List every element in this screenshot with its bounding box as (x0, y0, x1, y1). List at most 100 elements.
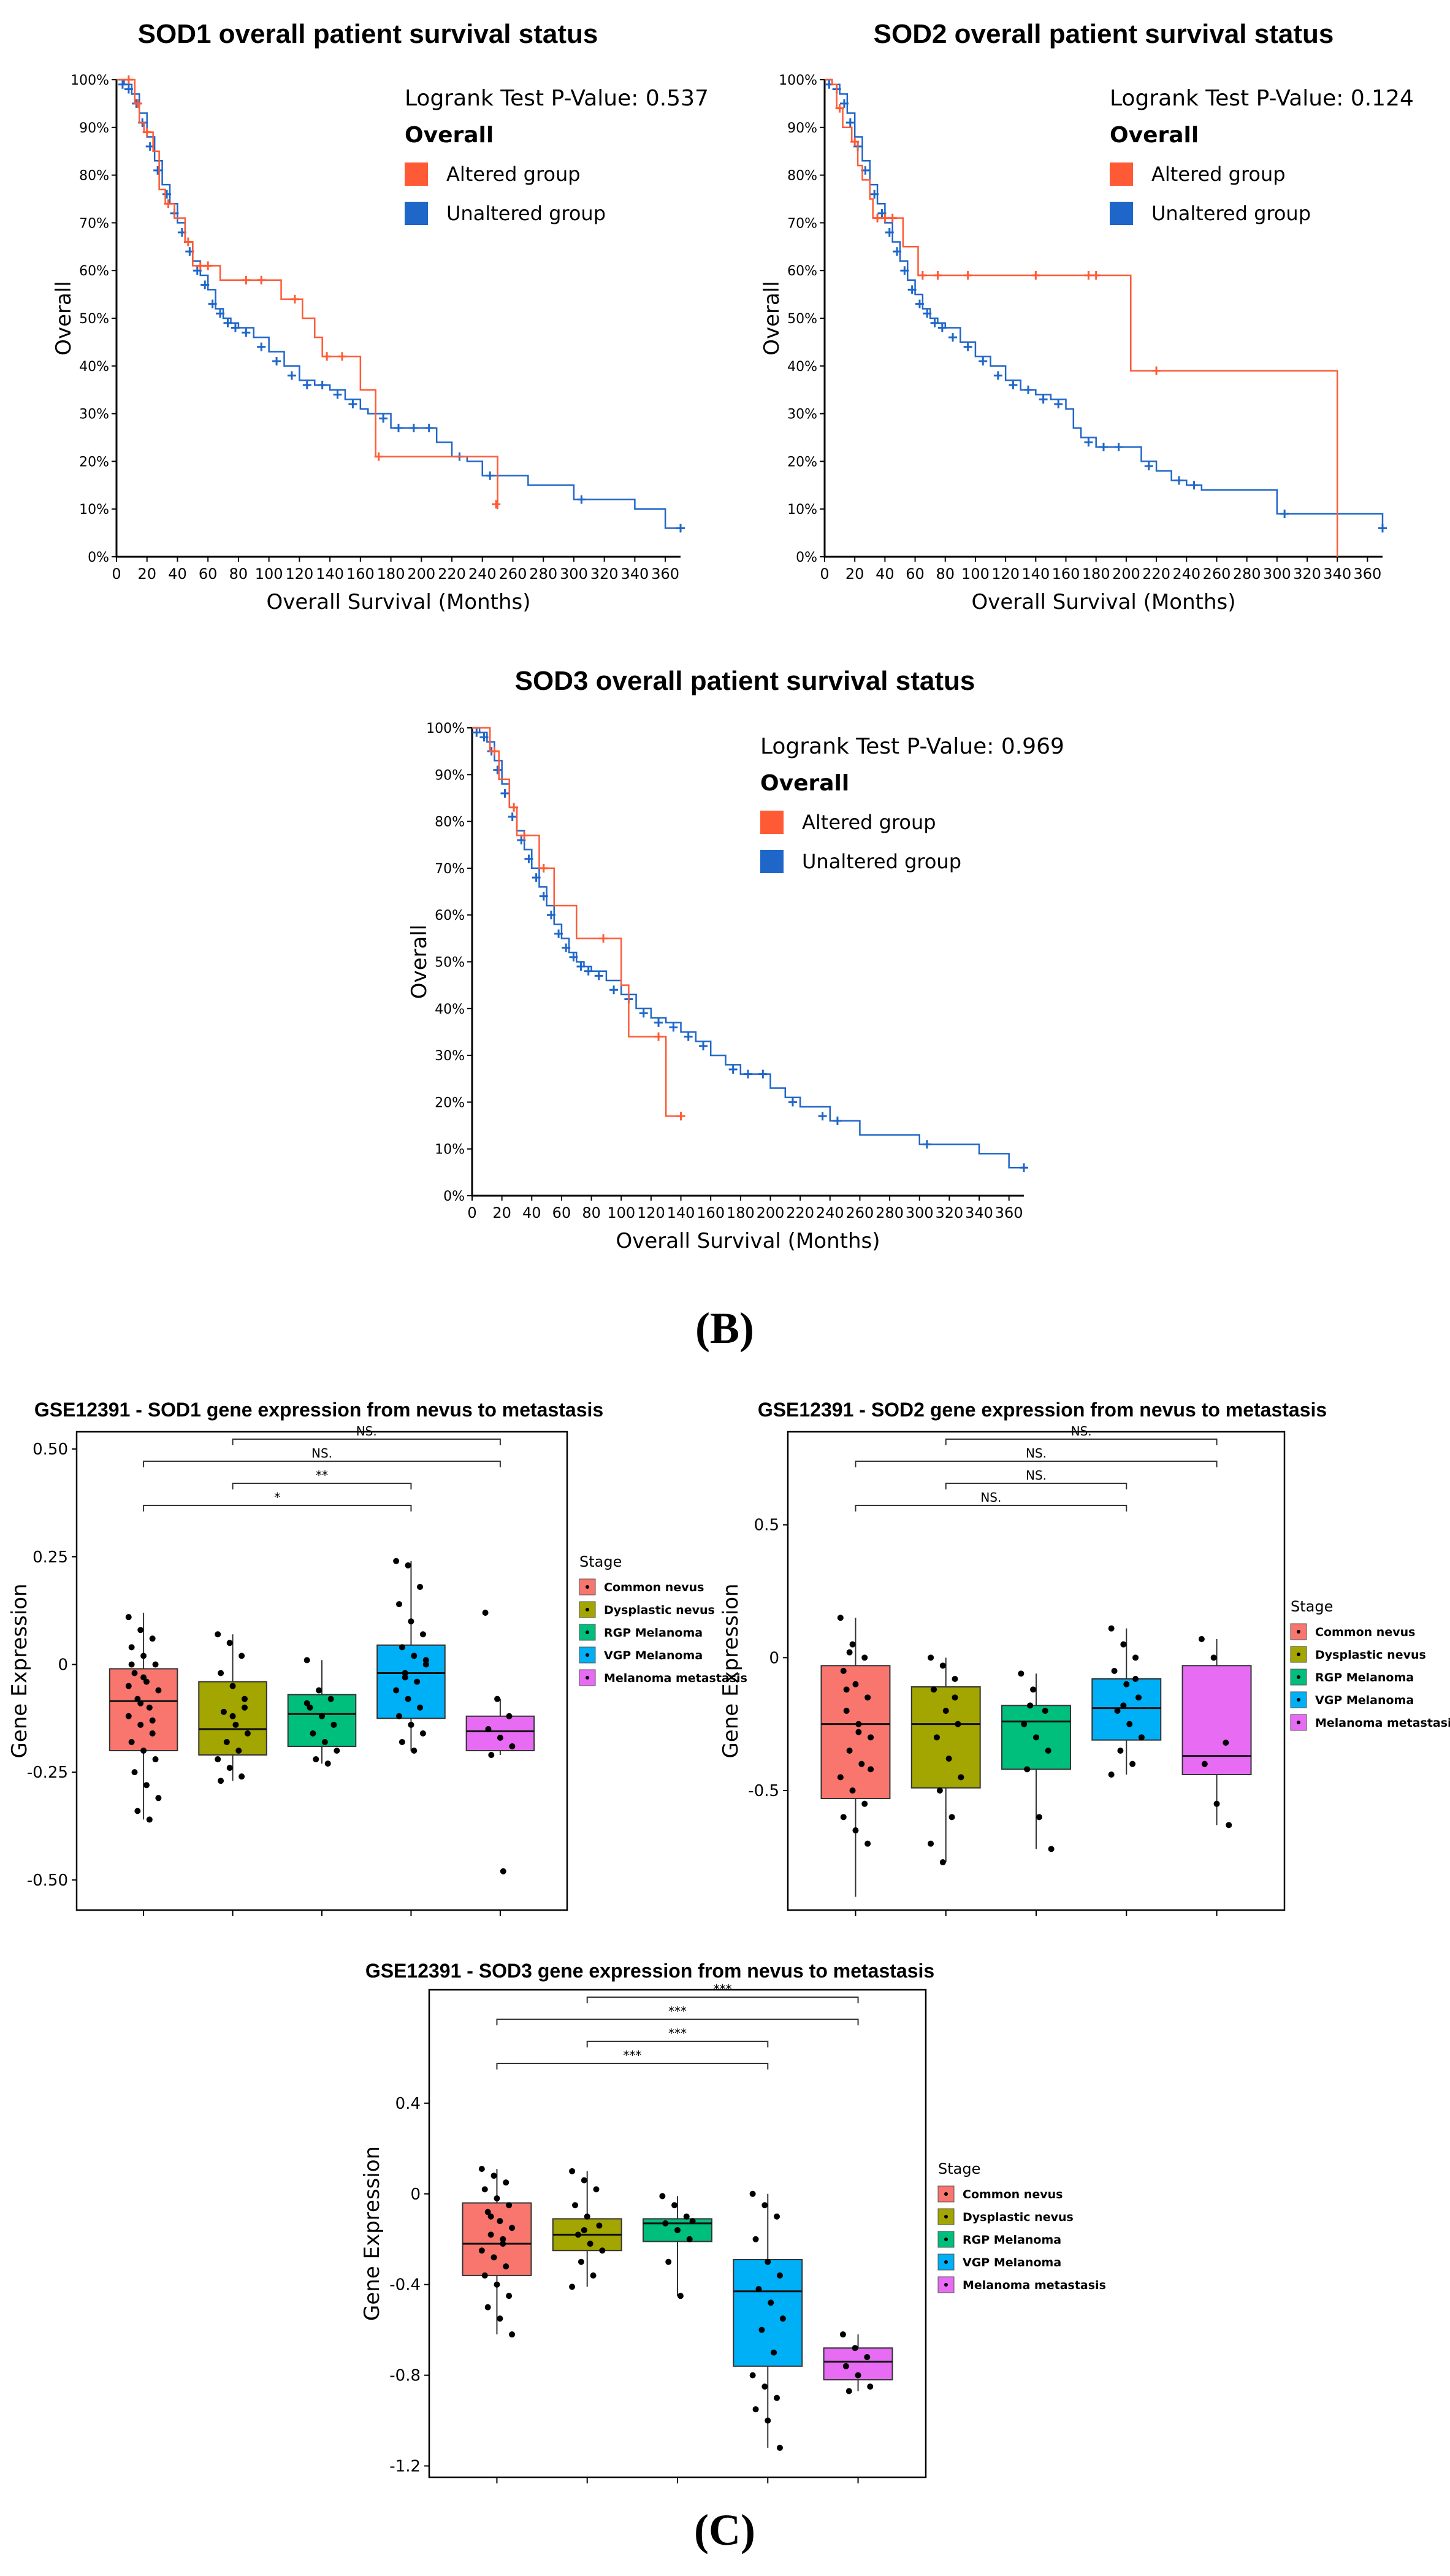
censor-mark (577, 495, 586, 504)
data-point (134, 1808, 141, 1814)
data-point (749, 2190, 756, 2197)
legend-label: VGP Melanoma (963, 2256, 1061, 2269)
censor-mark (699, 1041, 708, 1050)
data-point (868, 1766, 874, 1773)
data-point (321, 1738, 328, 1745)
data-point (417, 1583, 424, 1590)
y-tick-label: 40% (787, 359, 817, 375)
x-tick-label: 60 (906, 565, 925, 583)
data-point (494, 1695, 501, 1702)
x-tick-label: 340 (620, 565, 649, 583)
km-line-unaltered (825, 78, 1384, 529)
x-tick-label: 360 (651, 565, 679, 583)
x-tick-label: 40 (876, 565, 895, 583)
data-point (839, 2331, 846, 2338)
data-point (226, 1765, 233, 1771)
data-point (852, 1827, 859, 1833)
y-tick-label: 100% (779, 73, 817, 88)
censor-mark (963, 270, 972, 280)
legend-dot (586, 1676, 589, 1680)
y-tick-label: 80% (435, 815, 465, 830)
legend-label: RGP Melanoma (963, 2233, 1061, 2247)
legend-swatch (760, 850, 784, 873)
legend-label: Common nevus (604, 1581, 704, 1594)
censor-mark (1091, 270, 1101, 280)
data-point (1132, 1676, 1139, 1682)
y-tick-label: 80% (79, 169, 109, 184)
x-tick-label: 300 (906, 1204, 934, 1221)
x-axis-label: Overall Survival (Months) (266, 590, 530, 614)
data-point (755, 2286, 762, 2293)
box-common (462, 2202, 532, 2276)
censor-mark (1114, 443, 1123, 452)
data-point (494, 2281, 500, 2288)
legend-dot (586, 1585, 589, 1589)
data-point (837, 1774, 844, 1781)
censor-mark (758, 1069, 768, 1079)
data-point (1117, 1748, 1124, 1754)
data-point (1111, 1668, 1118, 1674)
censor-mark (1031, 270, 1040, 280)
y-tick-label: 10% (787, 502, 817, 518)
x-tick-label: 360 (995, 1204, 1023, 1221)
x-tick-label: 0 (820, 565, 829, 583)
data-point (411, 1748, 418, 1754)
sig-bracket (232, 1483, 412, 1489)
data-point (149, 1635, 156, 1642)
data-point (307, 1704, 313, 1711)
km-line-unaltered (472, 727, 1024, 1169)
data-point (593, 2186, 600, 2193)
data-point (488, 1752, 495, 1759)
censor-mark (348, 400, 357, 409)
box-vgp (376, 1644, 446, 1719)
data-point (852, 1681, 859, 1687)
y-tick-label: 0.25 (32, 1548, 68, 1567)
sig-label: NS. (980, 1490, 1001, 1505)
legend-swatch (937, 2208, 955, 2225)
y-axis-label: Overall (407, 925, 432, 999)
x-tick-label: 280 (529, 565, 557, 583)
data-point (215, 1631, 221, 1638)
data-point (942, 1708, 949, 1714)
data-point (226, 1640, 233, 1646)
censor-mark (584, 966, 593, 976)
data-point (419, 1631, 426, 1638)
data-point (955, 1721, 961, 1727)
legend-dot (944, 2238, 948, 2241)
censor-mark (1378, 524, 1387, 533)
censor-mark (948, 333, 958, 342)
censor-mark (479, 733, 489, 742)
legend-swatch (1110, 202, 1133, 225)
censor-mark (669, 1023, 678, 1032)
censor-mark (1084, 438, 1093, 447)
data-point (149, 1717, 156, 1724)
x-tick-label: 340 (965, 1204, 993, 1221)
data-point (134, 1695, 141, 1702)
data-point (1135, 1694, 1142, 1701)
x-tick-label: 260 (846, 1204, 874, 1221)
data-point (683, 2213, 690, 2220)
y-axis-label: Gene Expression (7, 1583, 32, 1758)
y-tick-label: 50% (787, 311, 817, 327)
censor-mark (1174, 476, 1183, 485)
data-point (861, 1654, 868, 1661)
censor-mark (183, 237, 193, 247)
data-point (405, 1695, 411, 1702)
y-tick-label: 0.4 (395, 2095, 421, 2113)
data-point (858, 1760, 865, 1767)
censor-mark (509, 803, 519, 812)
data-point (155, 1687, 162, 1694)
y-tick-label: 0 (58, 1656, 68, 1674)
sig-label: * (274, 1490, 280, 1505)
censor-mark (554, 929, 563, 938)
data-point (478, 2166, 485, 2173)
data-point (143, 1782, 150, 1789)
data-point (223, 1738, 230, 1745)
x-tick-label: 140 (667, 1204, 695, 1221)
censor-mark (500, 789, 509, 798)
legend-label: RGP Melanoma (1315, 1671, 1414, 1684)
legend-label: VGP Melanoma (604, 1649, 703, 1662)
x-tick-label: 120 (991, 565, 1020, 583)
data-point (765, 2417, 771, 2424)
x-tick-label: 60 (199, 565, 218, 583)
